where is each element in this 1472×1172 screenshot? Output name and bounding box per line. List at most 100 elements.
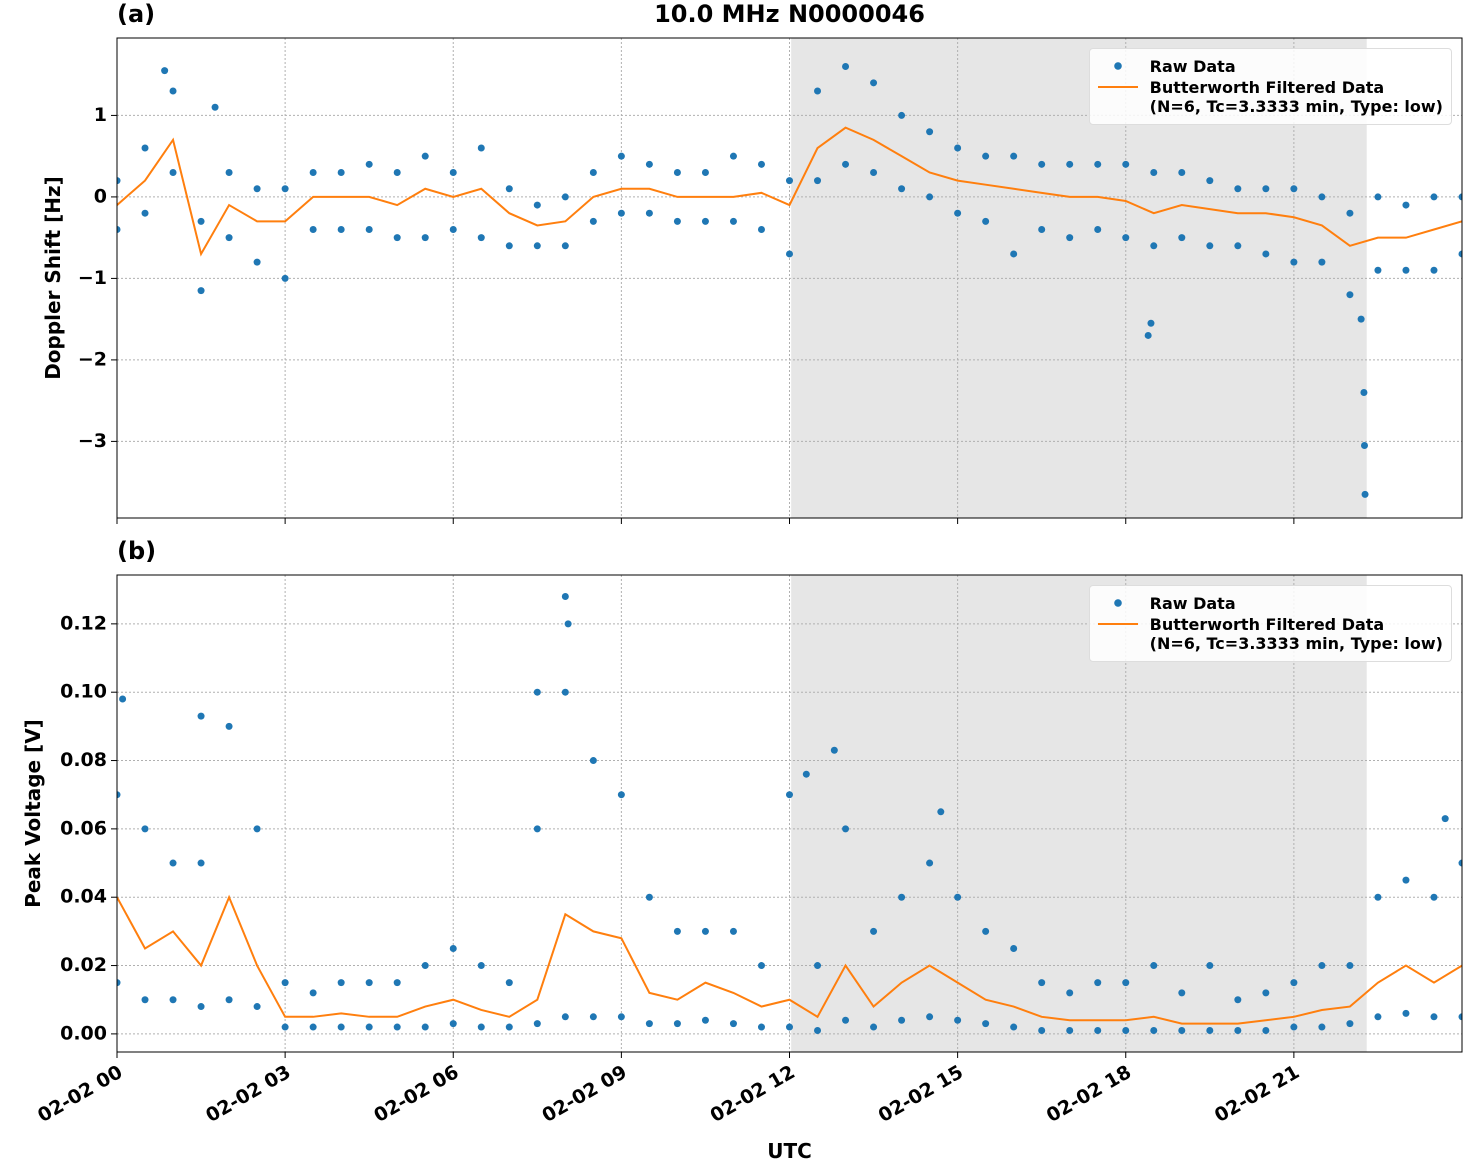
raw-point: [1318, 258, 1326, 266]
raw-point: [589, 168, 597, 176]
raw-point: [1402, 876, 1410, 884]
raw-point: [1402, 201, 1410, 209]
raw-point: [1094, 1026, 1102, 1034]
raw-point: [1094, 226, 1102, 234]
raw-point: [211, 103, 219, 111]
raw-point: [814, 962, 822, 970]
raw-point: [1234, 996, 1242, 1004]
y-axis-label: Peak Voltage [V]: [21, 719, 45, 908]
raw-point: [449, 944, 457, 952]
x-tick-label: 02-02 18: [1043, 1061, 1135, 1127]
y-tick-label: −1: [78, 267, 107, 289]
raw-point: [1010, 1023, 1018, 1031]
raw-point: [1206, 962, 1214, 970]
raw-point: [141, 825, 149, 833]
raw-point: [1094, 979, 1102, 987]
y-tick-label: −2: [78, 348, 107, 370]
legend-symbol: [1097, 78, 1138, 96]
raw-point: [954, 1016, 962, 1024]
raw-point: [561, 688, 569, 696]
x-axis-label: UTC: [767, 1139, 812, 1163]
raw-point: [701, 168, 709, 176]
raw-point: [197, 217, 205, 225]
raw-point: [505, 979, 513, 987]
raw-point: [1374, 193, 1382, 201]
legend-symbol: [1097, 57, 1138, 75]
raw-point: [365, 226, 373, 234]
raw-point: [1346, 291, 1354, 299]
raw-point: [814, 177, 822, 185]
raw-point: [225, 234, 233, 242]
raw-point: [477, 1023, 485, 1031]
legend-label: Raw Data: [1149, 594, 1236, 613]
raw-point: [421, 962, 429, 970]
panel-label: (a): [117, 0, 155, 28]
raw-point: [1290, 258, 1298, 266]
raw-point: [1441, 815, 1449, 823]
raw-point: [141, 996, 149, 1004]
panel-label: (b): [117, 537, 156, 565]
raw-point: [1066, 1026, 1074, 1034]
raw-point: [533, 201, 541, 209]
raw-point: [421, 234, 429, 242]
raw-point: [645, 160, 653, 168]
raw-point: [701, 1016, 709, 1024]
raw-point: [421, 152, 429, 160]
raw-point: [898, 893, 906, 901]
raw-point: [225, 168, 233, 176]
y-tick-label: 0: [94, 185, 107, 207]
raw-point: [169, 859, 177, 867]
raw-point: [1150, 242, 1158, 250]
raw-point: [225, 996, 233, 1004]
raw-point: [1206, 242, 1214, 250]
raw-point: [533, 688, 541, 696]
y-tick-label: 0.00: [60, 1022, 107, 1044]
raw-point: [1360, 441, 1368, 449]
raw-point: [505, 1023, 513, 1031]
raw-point: [561, 1013, 569, 1021]
x-tick-label: 02-02 06: [370, 1061, 462, 1127]
raw-point: [898, 111, 906, 119]
raw-point: [337, 1023, 345, 1031]
raw-point: [1038, 226, 1046, 234]
raw-point: [117, 791, 121, 799]
raw-point: [281, 1023, 289, 1031]
raw-point: [1147, 319, 1155, 327]
raw-point: [337, 226, 345, 234]
raw-point: [1150, 962, 1158, 970]
raw-point: [169, 87, 177, 95]
x-tick-label: 02-02 12: [707, 1061, 799, 1127]
chart-title: 10.0 MHz N0000046: [654, 0, 925, 28]
raw-point: [117, 979, 121, 987]
raw-point: [1290, 1023, 1298, 1031]
raw-point: [954, 209, 962, 217]
raw-point: [1262, 989, 1270, 997]
raw-point: [786, 250, 793, 258]
raw-point: [1178, 989, 1186, 997]
raw-point: [802, 770, 810, 778]
x-tick-label: 02-02 15: [875, 1061, 967, 1127]
raw-point: [870, 927, 878, 935]
raw-point: [757, 160, 765, 168]
y-axis-label: Doppler Shift [Hz]: [41, 176, 65, 380]
raw-point: [842, 160, 850, 168]
raw-point: [1402, 266, 1410, 274]
raw-point: [786, 1023, 793, 1031]
raw-point: [1122, 160, 1130, 168]
legend-entry: Butterworth Filtered Data (N=6, Tc=3.333…: [1097, 615, 1443, 653]
legend: Raw Data Butterworth Filtered Data (N=6, …: [1088, 48, 1452, 125]
raw-point: [449, 1020, 457, 1028]
raw-point: [1010, 944, 1018, 952]
raw-point: [1318, 1023, 1326, 1031]
raw-point: [1234, 185, 1242, 193]
raw-point: [701, 927, 709, 935]
raw-point: [645, 893, 653, 901]
raw-point: [1066, 234, 1074, 242]
raw-point: [1430, 193, 1438, 201]
raw-point: [898, 1016, 906, 1024]
raw-point: [309, 989, 317, 997]
raw-point: [1458, 1013, 1462, 1021]
axes-frame: [116, 574, 1463, 1053]
legend-label: Butterworth Filtered Data (N=6, Tc=3.333…: [1149, 615, 1443, 653]
raw-point: [533, 1020, 541, 1028]
